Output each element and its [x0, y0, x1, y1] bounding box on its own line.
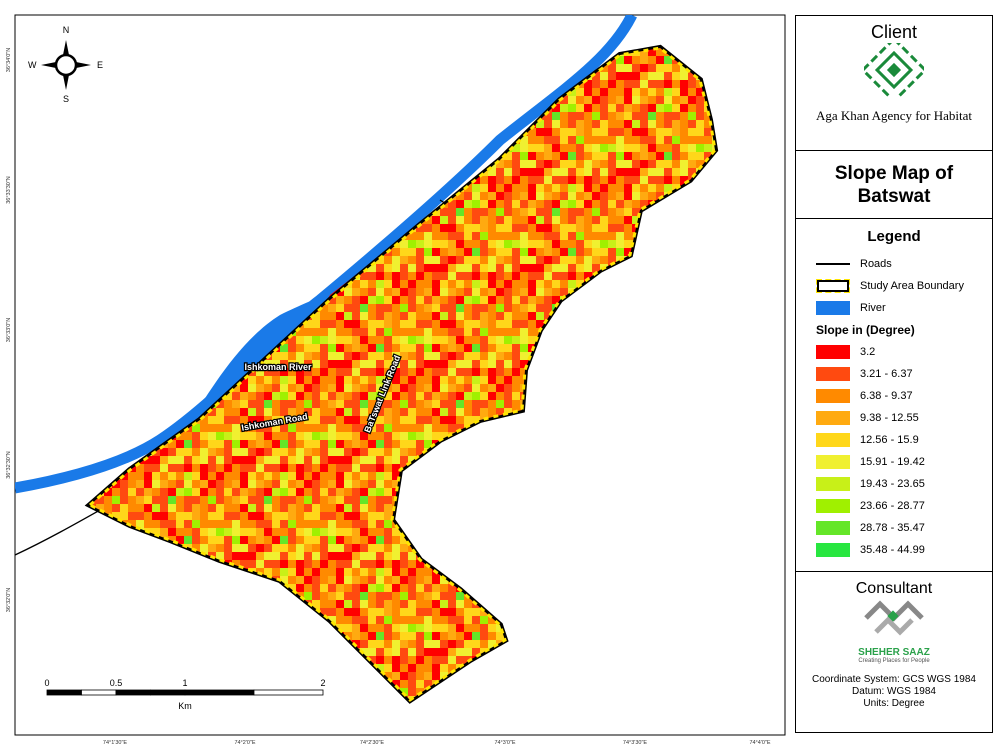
legend-symbol [816, 301, 850, 315]
legend-symbol [816, 279, 850, 293]
compass: N S E W [28, 25, 103, 104]
longitude-label: 74°1'30"E [103, 740, 127, 746]
slope-row: 35.48 - 44.99 [796, 539, 992, 561]
slope-swatch [816, 543, 850, 557]
slope-row: 23.66 - 28.77 [796, 495, 992, 517]
client-name: Aga Khan Agency for Habitat [816, 108, 972, 123]
legend-row: Roads [796, 253, 992, 275]
scale-segment [115, 689, 151, 696]
slope-label: 19.43 - 23.65 [860, 478, 925, 490]
place-label: Ishkoman River [244, 362, 312, 372]
consultant-logo [864, 600, 924, 636]
legend-panel: Client Aga Khan Agency for Habitat Slope… [795, 15, 993, 733]
compass-s: S [63, 94, 69, 104]
map-title: Slope Map of Batswat [834, 162, 954, 207]
slope-swatch [816, 521, 850, 535]
legend-row: River [796, 297, 992, 319]
consultant-heading: Consultant [855, 580, 933, 597]
longitude-label: 74°3'30"E [623, 740, 647, 746]
compass-w: W [28, 60, 37, 70]
slope-row: 15.91 - 19.42 [796, 451, 992, 473]
longitude-label: 74°2'0"E [234, 740, 255, 746]
legend-items: Roads Study Area Boundary River [796, 253, 992, 319]
scale-segment [184, 689, 255, 696]
slope-row: 12.56 - 15.9 [796, 429, 992, 451]
latitude-label: 36°32'0"N [6, 588, 12, 612]
slope-swatch [816, 389, 850, 403]
slope-items: 3.2 3.21 - 6.37 6.38 - 9.37 9.38 - 12.55 12.… [796, 341, 992, 561]
compass-rose [41, 40, 91, 90]
legend-label: Study Area Boundary [860, 280, 964, 292]
slope-swatch [816, 345, 850, 359]
scale-label: 2 [320, 678, 325, 688]
scale-label: 0 [44, 678, 49, 688]
slope-row: 3.21 - 6.37 [796, 363, 992, 385]
footer-line: Datum: WGS 1984 [852, 686, 936, 697]
consultant-section: Consultant SHEHER SAAZ Creating Places f… [796, 572, 992, 736]
slope-label: 6.38 - 9.37 [860, 390, 913, 402]
longitude-label: 74°4'0"E [749, 740, 770, 746]
scale-label: 1 [182, 678, 187, 688]
slope-swatch [816, 433, 850, 447]
footer-line: Units: Degree [863, 698, 925, 709]
slope-swatch [816, 411, 850, 425]
slope-label: 12.56 - 15.9 [860, 434, 919, 446]
slope-label: 15.91 - 19.42 [860, 456, 925, 468]
latitude-label: 36°34'0"N [6, 48, 12, 72]
slope-row: 19.43 - 23.65 [796, 473, 992, 495]
slope-swatch [816, 499, 850, 513]
legend-row: Study Area Boundary [796, 275, 992, 297]
longitude-label: 74°2'30"E [360, 740, 384, 746]
slope-row: 28.78 - 35.47 [796, 517, 992, 539]
legend-title: Legend [867, 228, 921, 245]
longitude-label: 74°3'0"E [494, 740, 515, 746]
slope-swatch [816, 455, 850, 469]
client-section: Client Aga Khan Agency for Habitat [796, 16, 992, 151]
latitude-label: 36°33'0"N [6, 318, 12, 342]
legend-label: River [860, 302, 886, 314]
latitude-label: 36°32'30"N [6, 451, 12, 479]
client-logo [860, 36, 928, 104]
legend-symbol [816, 263, 850, 265]
slope-title: Slope in (Degree) [816, 323, 915, 337]
slope-label: 9.38 - 12.55 [860, 412, 919, 424]
slope-row: 3.2 [796, 341, 992, 363]
legend-section: Legend Roads Study Area Boundary River Slo… [796, 219, 992, 572]
scale-segment [81, 689, 117, 696]
slope-label: 35.48 - 44.99 [860, 544, 925, 556]
compass-n: N [63, 25, 70, 35]
slope-swatch [816, 367, 850, 381]
legend-label: Roads [860, 258, 892, 270]
slope-label: 3.2 [860, 346, 876, 358]
slope-label: 28.78 - 35.47 [860, 522, 925, 534]
scale-label: 0.5 [110, 678, 123, 688]
coordinate-labels: 36°34'0"N 36°33'30"N 36°33'0"N 36°32'30"N 36… [6, 48, 771, 746]
title-section: Slope Map of Batswat [796, 151, 992, 219]
scale-segment [253, 689, 324, 696]
scale-bar: 0 0.5 1 2 Km [44, 678, 325, 711]
slope-row: 6.38 - 9.37 [796, 385, 992, 407]
latitude-label: 36°33'30"N [6, 176, 12, 204]
slope-row: 9.38 - 12.55 [796, 407, 992, 429]
consultant-tagline: Creating Places for People [858, 658, 930, 664]
slope-label: 23.66 - 28.77 [860, 500, 925, 512]
scale-segment [46, 689, 82, 696]
scale-unit: Km [178, 701, 192, 711]
slope-label: 3.21 - 6.37 [860, 368, 913, 380]
compass-ring [54, 53, 78, 77]
consultant-name: SHEHER SAAZ [858, 647, 930, 658]
compass-e: E [97, 60, 103, 70]
scale-segment [150, 689, 186, 696]
slope-swatch [816, 477, 850, 491]
map: Ishkoman River Ishkoman Road BaTswat Lin… [6, 14, 786, 746]
client-heading: Client [870, 22, 918, 42]
footer: Coordinate System: GCS WGS 1984 Datum: WG… [796, 674, 992, 710]
footer-line: Coordinate System: GCS WGS 1984 [812, 674, 976, 685]
